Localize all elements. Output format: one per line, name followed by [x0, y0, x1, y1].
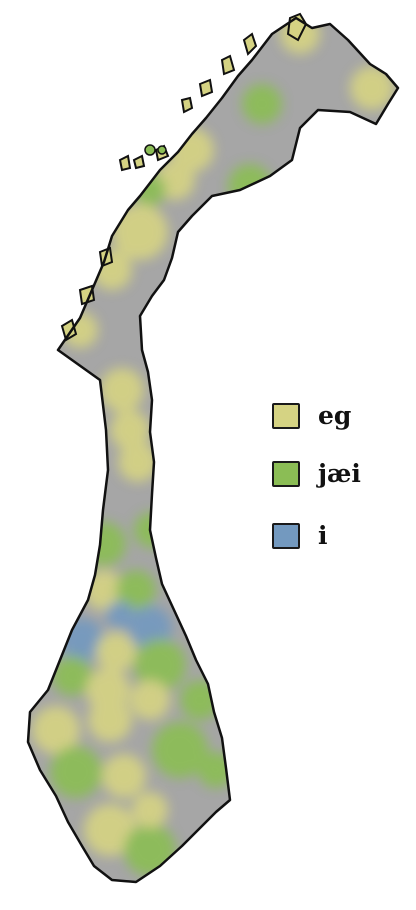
region-eg — [96, 632, 136, 672]
legend-item-i: i — [272, 523, 328, 549]
region-jaei — [50, 746, 102, 798]
legend-label-eg: eg — [318, 401, 352, 430]
region-eg — [350, 66, 394, 110]
region-i — [128, 606, 172, 650]
region-eg — [130, 680, 170, 720]
region-jaei — [134, 639, 186, 691]
island — [157, 145, 167, 155]
region-jaei — [152, 722, 208, 778]
region-eg — [84, 804, 136, 856]
region-jaei — [116, 570, 156, 610]
legend-item-jaei: jæi — [272, 461, 361, 487]
region-jaei — [124, 824, 176, 876]
region-eg — [100, 368, 144, 412]
legend-label-i: i — [318, 521, 328, 550]
legend-swatch-i — [272, 523, 300, 549]
region-jaei — [242, 84, 282, 124]
legend-swatch-eg — [272, 403, 300, 429]
region-eg — [32, 706, 80, 754]
island — [144, 144, 156, 156]
region-i — [106, 601, 134, 629]
coastline — [26, 16, 400, 884]
legend-item-eg: eg — [272, 403, 351, 429]
region-eg — [118, 442, 158, 482]
region-jaei — [82, 522, 126, 566]
region-eg — [88, 698, 132, 742]
region-eg — [112, 204, 168, 260]
region-eg — [110, 410, 150, 450]
legend-swatch-jaei — [272, 461, 300, 487]
region-eg — [132, 792, 168, 828]
region-eg — [102, 754, 146, 798]
region-jaei — [134, 174, 166, 206]
region-jaei — [52, 656, 92, 696]
legend-label-jaei: jæi — [318, 459, 361, 488]
